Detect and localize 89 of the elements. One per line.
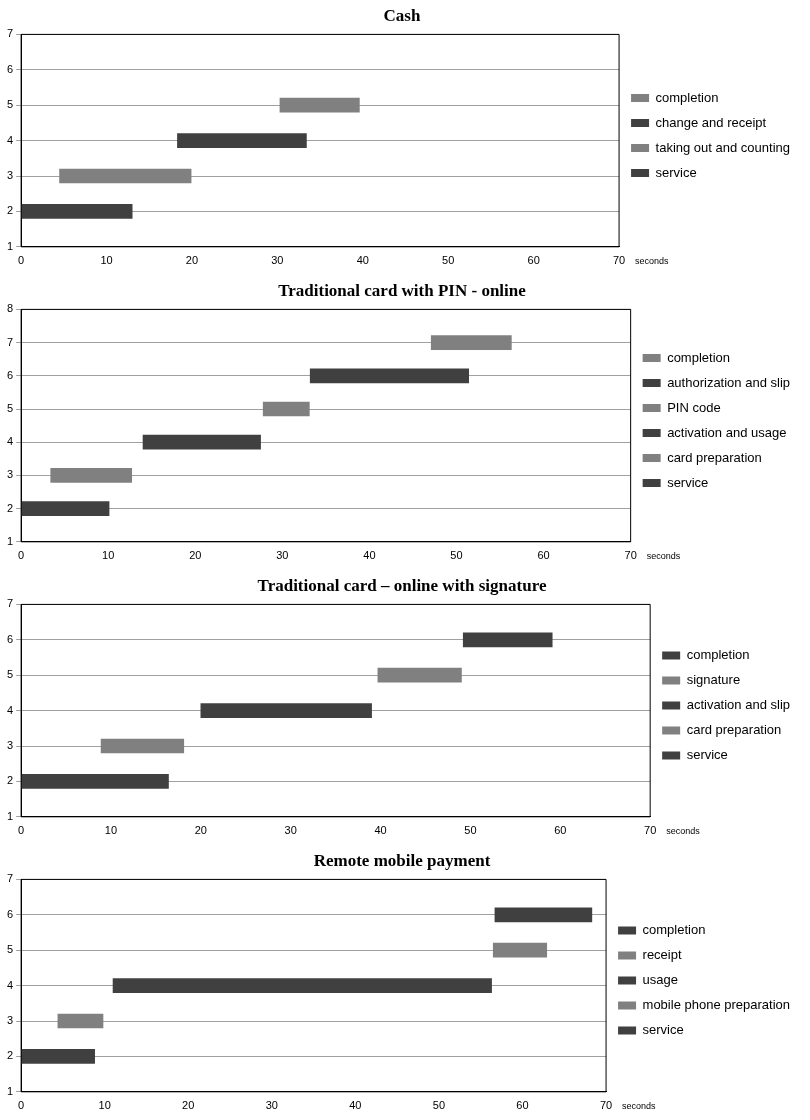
legend-label: signature <box>686 672 741 688</box>
x-tick-label: 0 <box>18 1099 25 1112</box>
legend-label: mobile phone preparation <box>642 997 790 1013</box>
x-tick-label: 10 <box>98 1099 111 1112</box>
legend-label: completion <box>686 647 750 663</box>
y-tick-label: 5 <box>6 943 14 956</box>
x-tick-label: 0 <box>18 824 25 837</box>
y-tick-label: 2 <box>6 774 14 787</box>
x-tick-label: 10 <box>102 549 115 562</box>
legend-label: card preparation <box>667 449 762 465</box>
legend-label: taking out and counting <box>655 139 790 155</box>
y-tick-label: 7 <box>6 597 14 610</box>
x-tick-label: 20 <box>194 824 207 837</box>
y-tick-label: 6 <box>6 632 14 645</box>
x-tick-label: 20 <box>182 1099 195 1112</box>
y-tick-label: 7 <box>6 872 14 885</box>
x-axis-title: seconds <box>666 825 701 836</box>
y-tick-label: 5 <box>6 402 14 415</box>
legend-label: completion <box>655 89 719 105</box>
x-tick-label: 30 <box>265 1099 278 1112</box>
y-tick-label: 4 <box>6 133 14 146</box>
legend-label: usage <box>642 972 678 988</box>
y-tick-label: 1 <box>6 809 14 822</box>
x-tick-label: 40 <box>374 824 387 837</box>
legend-label: authorization and slip <box>667 374 790 390</box>
y-tick-label: 8 <box>6 302 14 315</box>
x-axis-title: seconds <box>635 255 670 266</box>
legend-label: service <box>655 164 697 180</box>
y-tick-label: 6 <box>6 907 14 920</box>
x-tick-label: 30 <box>276 549 289 562</box>
x-axis-title: seconds <box>622 1100 657 1111</box>
y-tick-label: 4 <box>6 703 14 716</box>
y-tick-label: 7 <box>6 27 14 40</box>
x-tick-label: 40 <box>349 1099 362 1112</box>
x-tick-label: 10 <box>104 824 118 837</box>
y-tick-label: 3 <box>6 169 14 182</box>
x-tick-label: 20 <box>189 549 202 562</box>
x-tick-label: 70 <box>612 254 626 267</box>
legend-label: service <box>667 474 709 490</box>
chart-title: Remote mobile payment <box>313 850 491 870</box>
x-tick-label: 10 <box>100 254 113 267</box>
x-tick-label: 60 <box>537 549 550 562</box>
y-tick-label: 5 <box>6 98 14 111</box>
y-tick-label: 7 <box>6 335 14 348</box>
y-tick-label: 2 <box>6 204 14 217</box>
x-tick-label: 50 <box>432 1099 446 1112</box>
x-axis-title: seconds <box>646 550 681 561</box>
legend-label: activation and usage <box>667 424 787 440</box>
y-tick-label: 1 <box>6 534 14 547</box>
legend-label: service <box>686 747 728 763</box>
x-tick-label: 70 <box>644 824 657 837</box>
x-tick-label: 0 <box>18 549 25 562</box>
y-tick-label: 1 <box>6 1084 14 1097</box>
x-tick-label: 50 <box>450 549 463 562</box>
legend-label: activation and slip <box>686 697 790 713</box>
x-tick-label: 0 <box>18 254 25 267</box>
legend-label: PIN code <box>667 399 721 415</box>
x-tick-label: 60 <box>554 824 567 837</box>
y-tick-label: 3 <box>6 739 14 752</box>
y-tick-label: 2 <box>6 501 14 514</box>
x-tick-label: 70 <box>599 1099 613 1112</box>
y-tick-label: 6 <box>6 368 14 381</box>
x-tick-label: 30 <box>284 824 297 837</box>
x-tick-label: 50 <box>464 824 477 837</box>
y-tick-label: 3 <box>6 1014 14 1027</box>
chart-title: Cash <box>383 5 421 25</box>
legend-label: receipt <box>642 947 682 963</box>
y-tick-label: 6 <box>6 62 14 75</box>
y-tick-label: 3 <box>6 468 14 481</box>
y-tick-label: 1 <box>6 239 14 252</box>
legend-label: completion <box>667 349 731 365</box>
chart-title: Traditional card with PIN - online <box>278 280 527 300</box>
y-tick-label: 4 <box>6 435 14 448</box>
x-tick-label: 70 <box>624 549 637 562</box>
x-tick-label: 60 <box>527 254 540 267</box>
x-tick-label: 30 <box>271 254 284 267</box>
legend-label: change and receipt <box>655 114 767 130</box>
x-tick-label: 60 <box>516 1099 529 1112</box>
legend-label: completion <box>642 922 706 938</box>
y-tick-label: 5 <box>6 668 14 681</box>
x-tick-label: 40 <box>356 254 369 267</box>
x-tick-label: 50 <box>442 254 455 267</box>
chart-title: Traditional card – online with signature <box>257 575 547 595</box>
x-tick-label: 20 <box>185 254 199 267</box>
y-tick-label: 4 <box>6 978 14 991</box>
x-tick-label: 40 <box>363 549 376 562</box>
legend-label: service <box>642 1022 684 1038</box>
y-tick-label: 2 <box>6 1049 14 1062</box>
legend-label: card preparation <box>686 722 782 738</box>
